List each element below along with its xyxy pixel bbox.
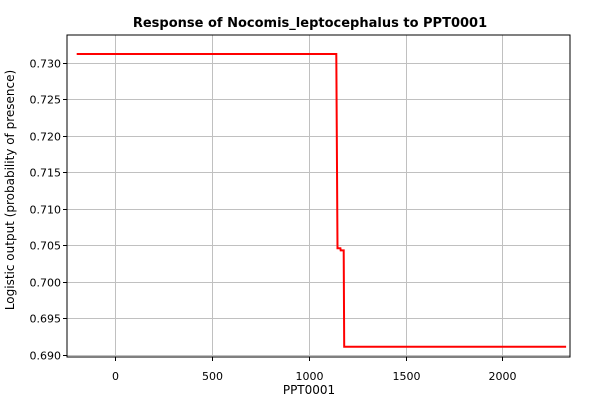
y-tick-label: 0.720 — [30, 131, 62, 144]
chart-title: Response of Nocomis_leptocephalus to PPT… — [133, 16, 487, 31]
y-tick-label: 0.730 — [30, 58, 62, 71]
series-layer — [76, 53, 567, 348]
x-tick-label: 500 — [202, 370, 223, 383]
y-tick-label: 0.700 — [30, 277, 62, 290]
y-axis-label: Logistic output (probability of presence… — [3, 70, 17, 310]
x-tick-label: 1000 — [296, 370, 324, 383]
y-tick-label: 0.695 — [30, 313, 62, 326]
plot-frame — [66, 34, 571, 358]
plot-area — [67, 35, 570, 357]
grid-lines — [67, 35, 570, 357]
x-tick-label: 2000 — [489, 370, 517, 383]
x-axis-label: PPT0001 — [283, 383, 335, 397]
x-tick-label: 1500 — [393, 370, 421, 383]
y-tick-label: 0.705 — [30, 240, 62, 253]
y-tick-label: 0.710 — [30, 204, 62, 217]
y-tick-label: 0.725 — [30, 94, 62, 107]
y-tick-labels: 0.690 0.695 0.700 0.705 0.710 0.715 0.720 0.725… — [30, 58, 62, 363]
x-tick-labels: 0 500 1000 1500 2000 — [112, 370, 517, 383]
x-tick-label: 0 — [112, 370, 119, 383]
response-curve — [76, 53, 567, 348]
y-tick-label: 0.715 — [30, 167, 62, 180]
tick-marks — [63, 63, 503, 361]
y-tick-label: 0.690 — [30, 350, 62, 363]
